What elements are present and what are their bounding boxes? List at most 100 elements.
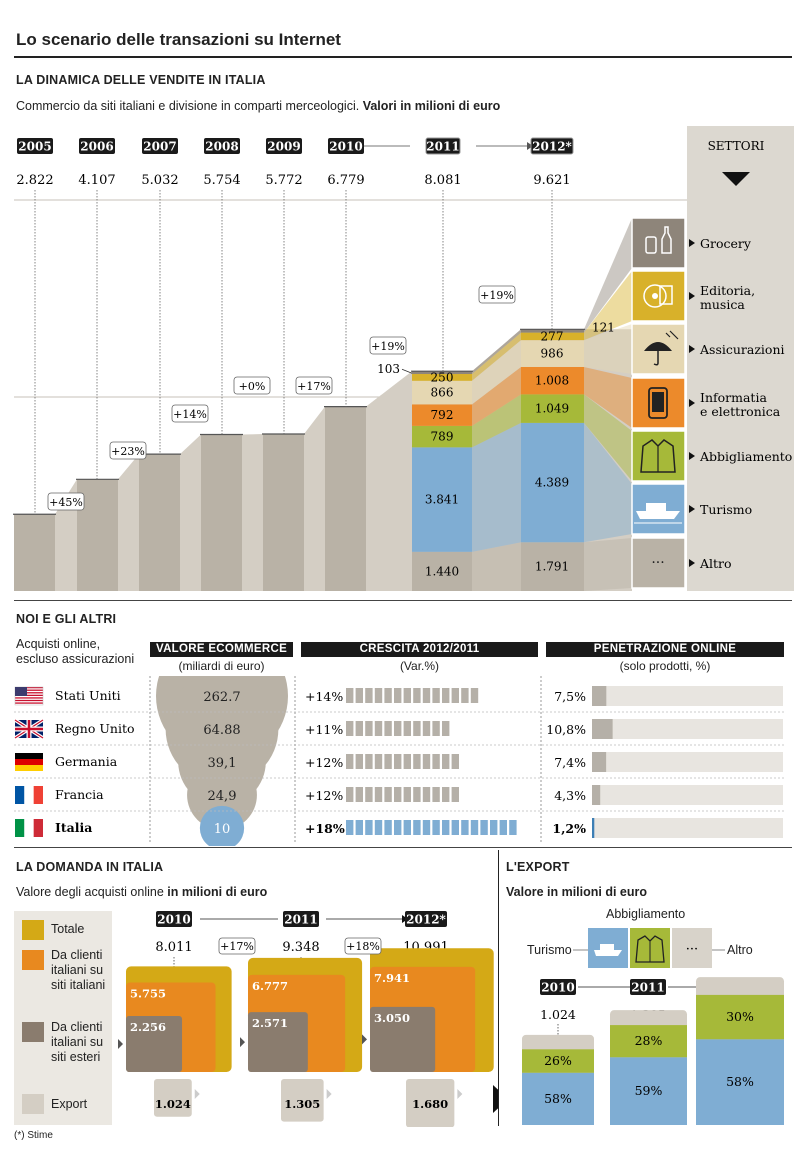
crescita-cell — [355, 721, 363, 736]
abbigliamento-pct-2011: 28% — [635, 1033, 663, 1048]
turismo-pct-2011: 59% — [635, 1083, 663, 1098]
square-esteri-2011 — [248, 1012, 308, 1072]
legend-swatch-export — [22, 1094, 44, 1114]
growth-badge — [218, 937, 256, 955]
col-crescita-sub: (Var.%) — [399, 659, 440, 673]
section2-desc-line2: escluso assicurazioni — [16, 652, 135, 666]
settori-arrow-icon — [722, 172, 750, 186]
crescita-cell — [346, 721, 354, 736]
growth-label: +45% — [49, 496, 83, 509]
total-label-2010: 1.024 — [540, 1007, 576, 1022]
year-pill-2010 — [156, 911, 192, 927]
growth-label: +23% — [111, 445, 145, 458]
flag-it-red — [33, 819, 43, 837]
label-2012-2: 1.049 — [535, 402, 569, 416]
crescita-cell — [442, 787, 450, 802]
total-label-2007: 5.032 — [141, 173, 178, 188]
crescita-cell — [346, 688, 354, 703]
crescita-cell — [374, 820, 383, 835]
year-label-2010: 2010 — [541, 981, 574, 995]
bar-2009 — [263, 434, 304, 591]
year-pill-2012* — [405, 911, 447, 927]
flow-out — [584, 366, 632, 428]
crescita-cell — [499, 820, 507, 835]
legend-label-esteri: Da clienti italiani su siti esteri — [51, 1020, 104, 1064]
year-label-2008: 2008 — [205, 140, 238, 154]
penetrazione-label-0: 7,5% — [554, 689, 586, 704]
crescita-label-1: +11% — [305, 722, 343, 737]
square-esteri-2010 — [126, 1015, 183, 1072]
year-pill-2009 — [266, 138, 302, 154]
footnote: (*) Stime — [14, 1130, 53, 1141]
crescita-cell — [403, 787, 411, 802]
square-export-2012* — [406, 1079, 455, 1127]
bar-2005 — [14, 514, 55, 591]
umbrella-icon-glyph — [644, 330, 679, 366]
crescita-cell — [442, 688, 450, 703]
seg-2012-altro — [521, 542, 584, 591]
col-penetrazione-sub: (solo prodotti, %) — [619, 659, 711, 673]
esteri-label-2011: 2.571 — [252, 1016, 288, 1030]
label-2012-5: 277 — [541, 329, 564, 343]
penetrazione-label-3: 4,3% — [554, 788, 586, 803]
seg-2012-editoria-musica — [521, 332, 584, 341]
growth-label: +17% — [220, 940, 254, 953]
growth-badge — [47, 492, 85, 511]
jar-shape — [645, 236, 657, 254]
square-pointer — [240, 1037, 245, 1048]
dots-icon — [672, 928, 712, 968]
valore-label-0: 262.7 — [203, 690, 240, 705]
countries-table-chart: Stati Uniti 262.7 +14% 7,5% Regno Unito 64.88… — [14, 676, 784, 846]
italiani-label-2011: 6.777 — [252, 979, 288, 993]
rain-lines — [665, 330, 679, 340]
label-2011-5: 250 — [431, 370, 454, 384]
turismo-pct-2010: 58% — [544, 1091, 572, 1106]
label-2012-1: 4.389 — [535, 476, 569, 490]
year-pill-2011 — [630, 979, 666, 995]
bar-2008 — [201, 434, 242, 591]
label-2011-3: 792 — [431, 408, 454, 422]
umbrella-handle — [653, 351, 659, 366]
flag-it-white — [24, 819, 34, 837]
crescita-cell — [374, 721, 383, 736]
settori-pointer — [689, 239, 695, 247]
tablet-screen — [652, 392, 664, 412]
section3-divider — [14, 847, 792, 848]
growth-badge — [478, 285, 516, 304]
settori-label-0: Grocery — [700, 236, 752, 251]
settori-panel — [687, 126, 794, 591]
crescita-cell — [355, 787, 363, 802]
section3-subtitle-bold: in milioni di euro — [167, 885, 268, 899]
settori-label-6: Altro — [699, 556, 732, 571]
abbigliamento-pct-2012*: 30% — [726, 1009, 754, 1024]
crescita-cell — [413, 820, 421, 835]
crescita-cell — [432, 820, 440, 835]
section2-divider — [14, 600, 792, 601]
penetrazione-label-4: 1,2% — [552, 821, 586, 836]
export-chart: ···20101.02458%26%20111.30559%28%2012*1.… — [522, 928, 784, 1125]
crescita-cell — [442, 721, 450, 736]
label-grocery-2012: 121 — [592, 320, 615, 334]
export-label-altro: Altro — [727, 943, 753, 957]
crescita-cell — [355, 754, 363, 769]
dots-icon-glyph: ··· — [651, 555, 664, 571]
flag-us-stripe — [15, 694, 43, 696]
settori-label-3: Informatia — [700, 390, 767, 405]
year-label-2006: 2006 — [80, 140, 113, 154]
flag-de-red — [15, 759, 43, 765]
export-pointer — [326, 1089, 332, 1099]
settori-label-2: Assicurazioni — [699, 342, 785, 357]
valore-label-4: 10 — [214, 822, 231, 837]
crescita-cell — [470, 820, 479, 835]
crescita-cell — [422, 820, 431, 835]
penetrazione-fill-0 — [592, 686, 607, 706]
flag-it-icon — [15, 819, 25, 837]
crescita-label-3: +12% — [305, 788, 343, 803]
total-label-2009: 5.772 — [265, 173, 302, 188]
export-label-abbigliamento: Abbigliamento — [606, 907, 686, 921]
bar-abbigliamento-2012* — [696, 994, 784, 1040]
section4-subtitle: Valore in milioni di euro — [506, 885, 647, 899]
flow-altro — [472, 542, 521, 591]
export-link-arrow — [493, 1085, 498, 1113]
penetrazione-fill-3 — [592, 785, 601, 805]
